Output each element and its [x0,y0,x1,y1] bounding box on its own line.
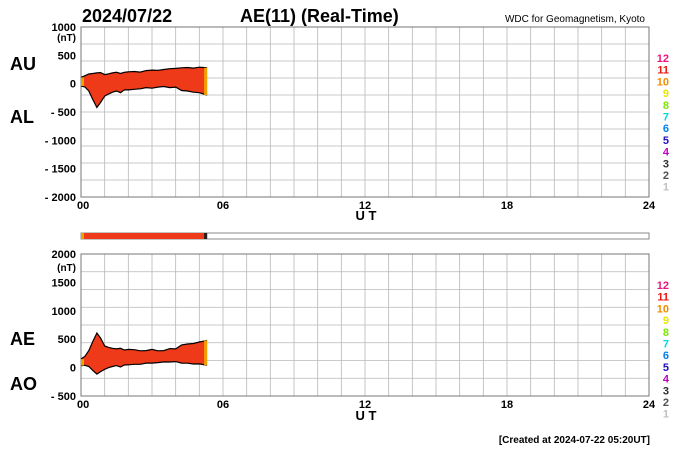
x-tick-label: 12 [359,200,371,212]
date-label: 2024/07/22 [82,6,172,26]
scale-legend-label: 6 [663,350,669,362]
scale-legend-label: 3 [663,385,669,397]
y-tick-label: - 2000 [45,192,76,204]
scale-legend-label: 3 [663,158,669,170]
source-label: WDC for Geomagnetism, Kyoto [505,14,645,25]
series-line-ao [80,360,208,375]
data-band [81,333,208,375]
scale-legend-label: 1 [663,409,669,421]
scale-legend-label: 7 [663,112,669,124]
scale-legend-label: 12 [657,280,669,292]
x-tick-label: 24 [643,399,656,411]
x-tick-label: 06 [217,200,229,212]
scale-legend-label: 12 [657,53,669,65]
x-tick-label: 18 [501,399,513,411]
y-tick-label: 1500 [52,277,76,289]
series-line-al [80,85,208,109]
end-marker [204,67,208,95]
scale-legend-label: 5 [663,362,669,374]
scale-legend-label: 11 [657,292,669,304]
y-tick-label: - 500 [51,107,76,119]
y-tick-label: 2000 [52,249,76,261]
activity-bar-fill [81,233,208,239]
x-tick-label: 06 [217,399,229,411]
x-tick-label: 18 [501,200,513,212]
scale-legend-label: 11 [657,65,669,77]
x-axis-label-top: U T [356,208,377,223]
activity-bar-end [204,233,208,239]
y-tick-label: 500 [58,50,76,62]
au-label: AU [10,54,36,74]
y-tick-label: 0 [70,79,76,91]
y-tick-label: 1000 [52,22,76,34]
end-marker [204,340,208,366]
scale-legend-label: 2 [663,170,669,182]
start-marker [81,359,84,366]
scale-legend-label: 8 [663,100,669,112]
x-tick-label: 24 [643,200,656,212]
y-tick-label: - 1000 [45,135,76,147]
y-tick-label: - 1500 [45,164,76,176]
scale-legend-label: 7 [663,339,669,351]
activity-bar-start [81,233,84,239]
scale-legend-label: 8 [663,327,669,339]
series-line-ae [80,331,208,360]
unit-label-bottom: (nT) [57,263,76,274]
scale-legend-label: 10 [657,76,669,88]
y-tick-label: 0 [70,363,76,375]
created-timestamp: [Created at 2024-07-22 05:20UT] [499,435,650,446]
plot-frame [80,26,650,198]
ao-label: AO [10,374,37,394]
scale-legend-label: 6 [663,123,669,135]
start-marker [81,77,84,86]
scale-legend-label: 10 [657,303,669,315]
x-tick-label: 00 [77,200,89,212]
chart-title: AE(11) (Real-Time) [240,6,399,26]
plot-frame [80,253,650,397]
x-tick-label: 00 [77,399,89,411]
al-label: AL [10,107,34,127]
ae-label: AE [10,329,35,349]
y-tick-label: - 500 [51,391,76,403]
series-line-au [80,66,208,78]
y-tick-label: 500 [58,334,76,346]
scale-legend-label: 9 [663,315,669,327]
scale-legend-label: 1 [663,182,669,194]
scale-legend-label: 9 [663,88,669,100]
scale-legend-label: 5 [663,135,669,147]
scale-legend-label: 2 [663,397,669,409]
unit-label-top: (nT) [57,33,76,44]
scale-legend-label: 4 [663,147,670,159]
y-tick-label: 1000 [52,306,76,318]
data-band [81,67,208,108]
x-axis-label-bottom: U T [356,408,377,423]
x-tick-label: 12 [359,399,371,411]
scale-legend-label: 4 [663,374,670,386]
